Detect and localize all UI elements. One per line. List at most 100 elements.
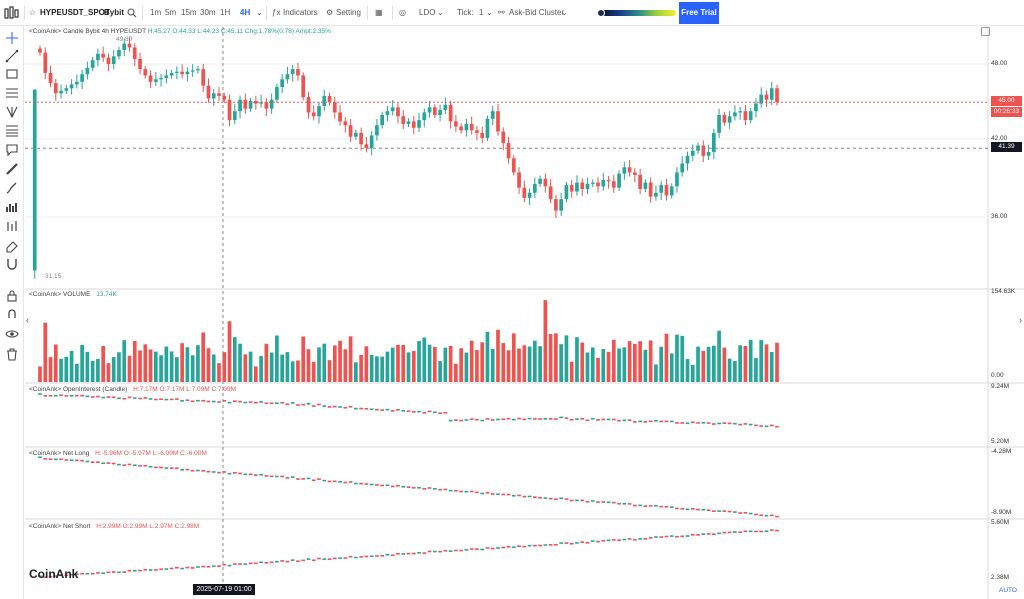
candle-body [343, 121, 348, 126]
cluster-chevron-down-icon[interactable]: ⌄ [561, 8, 568, 17]
candle-body [264, 102, 269, 109]
crosshair-icon[interactable] [4, 30, 20, 46]
pane-settings-icon[interactable] [981, 27, 990, 36]
net-long-candle [575, 499, 579, 502]
net-long-candle [680, 507, 685, 510]
indicators-button[interactable]: Indicators [283, 8, 318, 17]
net-long-candle [269, 475, 274, 478]
volume-bar [569, 361, 574, 382]
volume-bar [469, 340, 474, 382]
net-short-candle [380, 554, 385, 557]
net-short-candle [338, 557, 342, 559]
pitchfork-icon[interactable] [4, 104, 20, 120]
volume-bar [527, 346, 532, 382]
timeframe-5m[interactable]: 5m [165, 8, 177, 17]
net-long-candle [248, 473, 253, 476]
heatmap-gradient-slider[interactable] [602, 10, 676, 16]
volume-profile-icon[interactable] [4, 199, 20, 215]
scroll-right-arrow-icon[interactable]: › [1019, 315, 1022, 325]
ask-bid-cluster-button[interactable]: Ask-Bid Cluster [509, 8, 565, 17]
open-interest-candle [217, 401, 221, 403]
exchange-name[interactable]: Bybit [104, 8, 124, 17]
open-interest-candle [417, 410, 421, 413]
rectangle-tool-icon[interactable] [4, 66, 20, 82]
coinank-watermark: CoinAnk [29, 567, 79, 581]
volume-bar [443, 347, 448, 382]
eye-icon[interactable]: ◎ [399, 8, 406, 17]
open-interest-candle [306, 402, 311, 405]
brush-icon[interactable] [4, 180, 20, 196]
net-short-candle [590, 540, 595, 542]
gradient-slider-handle[interactable] [597, 9, 605, 17]
net-long-candle [501, 493, 506, 496]
volume-bar [748, 339, 753, 382]
auto-scale-button[interactable]: AUTO [999, 587, 1017, 594]
net-short-candle [685, 535, 690, 537]
net-long-candle [375, 484, 379, 486]
scroll-left-arrow-icon[interactable]: ‹ [26, 315, 29, 325]
net-long-candle [85, 460, 90, 463]
net-long-candle [138, 465, 142, 467]
volume-bar [743, 345, 748, 382]
volume-bar [680, 335, 685, 382]
trend-line-icon[interactable] [4, 48, 20, 64]
net-short-candle [611, 539, 616, 541]
visibility-eye-icon[interactable] [4, 326, 20, 342]
parallel-lines-icon[interactable] [4, 85, 20, 101]
trash-icon[interactable] [4, 346, 20, 362]
indicators-icon[interactable]: ƒx [272, 8, 281, 17]
volume-bar [80, 344, 84, 382]
net-short-candle [48, 575, 53, 578]
volume-bar [559, 344, 564, 382]
ldo-button[interactable]: LDO [419, 8, 436, 17]
gear-icon[interactable]: ⚙ [326, 8, 334, 17]
candle-body [764, 94, 769, 100]
cluster-icon[interactable]: ⚯ [498, 8, 505, 17]
symbol-name[interactable]: HYPEUSDT_SPOT [40, 8, 110, 17]
timeframe-1m[interactable]: 1m [150, 8, 162, 17]
timeframe-4h[interactable]: 4H [240, 8, 251, 17]
candle-body [601, 180, 606, 187]
ldo-chevron-down-icon[interactable]: ⌄ [437, 8, 444, 17]
chart-canvas[interactable] [25, 27, 1024, 599]
callout-icon[interactable] [4, 142, 20, 158]
candle-body [538, 178, 542, 184]
magnet-icon[interactable] [4, 256, 20, 272]
net-short-candle [348, 555, 353, 558]
timeframe-1h[interactable]: 1H [220, 8, 231, 17]
chart-area[interactable]: ‹ › <CoinAnk> Candle Bybit 4h HYPEUSDT H… [25, 27, 1024, 599]
tick-chevron-down-icon[interactable]: ⌄ [486, 8, 493, 17]
open-interest-candle [648, 420, 653, 423]
volume-bar [127, 355, 132, 382]
candle-body [759, 94, 764, 104]
search-icon[interactable] [127, 8, 137, 18]
link-icon[interactable] [4, 307, 20, 323]
free-trial-button[interactable]: Free Trial [679, 2, 719, 24]
tick-value[interactable]: 1 [479, 8, 484, 17]
lock-icon[interactable] [4, 288, 20, 304]
timeframe-30m[interactable]: 30m [200, 8, 216, 17]
timeframe-15m[interactable]: 15m [181, 8, 197, 17]
open-interest-candle [711, 423, 716, 425]
net-long-candle [64, 459, 69, 461]
layout-grid-icon[interactable]: ▦ [375, 8, 383, 17]
candle-body [243, 99, 248, 109]
ruler-icon[interactable] [4, 161, 20, 177]
measure-icon[interactable] [4, 218, 20, 234]
net-long-candle [101, 462, 106, 465]
timeframe-chevron-down-icon[interactable]: ⌄ [256, 8, 263, 17]
setting-button[interactable]: Setting [336, 8, 361, 17]
net-long-candle [259, 473, 263, 476]
open-interest-candle [280, 401, 284, 404]
net-short-candle [332, 557, 337, 560]
open-interest-candle [706, 422, 711, 424]
fibonacci-icon[interactable] [4, 123, 20, 139]
eraser-icon[interactable] [4, 237, 20, 253]
star-icon[interactable]: ☆ [29, 8, 37, 17]
candle-body [180, 71, 184, 75]
net-long-candle [643, 505, 648, 507]
candle-body [280, 79, 284, 87]
open-interest-candle [159, 398, 163, 401]
net-long-legend-title: <CoinAnk> Net Long [29, 450, 90, 457]
app-logo-icon[interactable] [4, 5, 20, 21]
